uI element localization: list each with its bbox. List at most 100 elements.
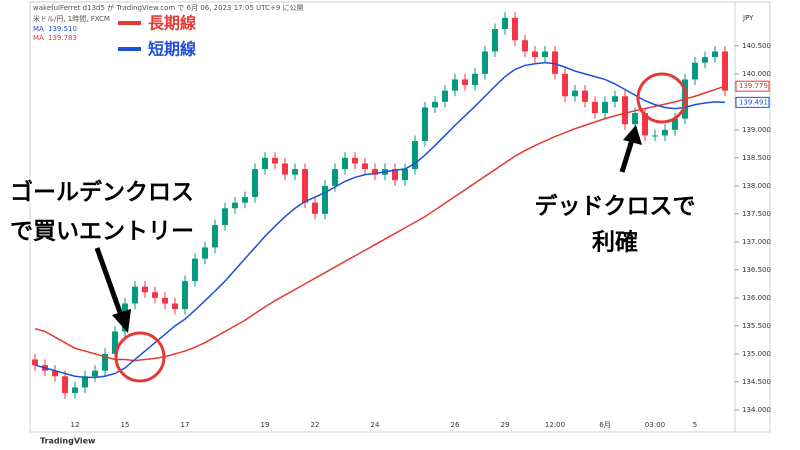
candle-body bbox=[562, 73, 568, 97]
y-tick-label: 136.500 bbox=[742, 266, 771, 274]
candle-body bbox=[532, 51, 538, 58]
candle-body bbox=[442, 90, 448, 102]
candle-body bbox=[422, 107, 428, 142]
x-tick-label: 22 bbox=[311, 421, 320, 429]
x-tick-label: 03:00 bbox=[645, 421, 665, 429]
indicator-name: MA bbox=[33, 34, 44, 42]
candle-body bbox=[462, 79, 468, 86]
candle-body bbox=[362, 163, 368, 170]
symbol-text: 米ドル/円, 1時間, FXCM bbox=[33, 14, 110, 23]
candle-body bbox=[632, 113, 638, 125]
candle-body bbox=[322, 185, 328, 214]
price-tag-box bbox=[735, 80, 770, 92]
y-tick-label: 136.000 bbox=[742, 294, 771, 302]
candle-body bbox=[572, 90, 578, 97]
dead-cross-circle bbox=[636, 72, 688, 124]
candle-body bbox=[502, 17, 508, 30]
arrow bbox=[94, 247, 131, 333]
y-tick-label: 137.000 bbox=[742, 238, 771, 246]
y-tick-label: 135.000 bbox=[742, 350, 771, 358]
annotation: ゴールデンクロス bbox=[10, 179, 194, 206]
candle-body bbox=[392, 169, 398, 181]
candle-body bbox=[102, 353, 108, 371]
candle-body bbox=[712, 51, 718, 58]
legend-label: 長期線 bbox=[148, 14, 196, 33]
ma-line bbox=[34, 85, 726, 362]
price-tag: 139.779 bbox=[739, 82, 768, 90]
candle-body bbox=[352, 157, 358, 164]
candle-body bbox=[552, 51, 558, 74]
footer-logo: TradingView bbox=[40, 437, 96, 446]
candle-body bbox=[152, 292, 158, 298]
candle-body bbox=[372, 169, 378, 175]
candle-body bbox=[242, 197, 248, 203]
y-tick-label: 135.500 bbox=[742, 322, 771, 330]
candle-body bbox=[612, 96, 618, 102]
candle-body bbox=[642, 113, 648, 136]
x-tick-label: 6月 bbox=[599, 421, 610, 429]
candle-body bbox=[702, 57, 708, 63]
candle-body bbox=[542, 51, 548, 58]
annotation: 利確 bbox=[592, 229, 638, 256]
x-tick-label: 12 bbox=[71, 421, 80, 429]
y-tick-label: 140.000 bbox=[742, 70, 771, 78]
candle-body bbox=[212, 225, 218, 248]
candle-body bbox=[332, 169, 338, 186]
candle-body bbox=[432, 101, 438, 108]
candle-body bbox=[192, 258, 198, 282]
legend-label: 短期線 bbox=[148, 40, 196, 59]
candle-body bbox=[72, 387, 78, 394]
candle-body bbox=[522, 40, 528, 52]
candle-body bbox=[602, 101, 608, 114]
y-tick-label: 140.500 bbox=[742, 42, 771, 50]
x-tick-label: 12:00 bbox=[545, 421, 565, 429]
candle-body bbox=[272, 157, 278, 164]
candle-body bbox=[302, 169, 308, 203]
annotation: で買いエントリー bbox=[10, 219, 194, 245]
x-tick-label: 19 bbox=[261, 421, 270, 429]
candle-body bbox=[662, 129, 668, 136]
x-tick-label: 29 bbox=[501, 421, 510, 429]
candle-body bbox=[262, 157, 268, 170]
candle-body bbox=[232, 202, 238, 209]
candle-body bbox=[132, 286, 138, 304]
candle-body bbox=[172, 303, 178, 310]
candle-body bbox=[492, 29, 498, 52]
x-tick-label: 24 bbox=[371, 421, 380, 429]
y-tick-label: 134.000 bbox=[742, 406, 771, 414]
ma-line bbox=[34, 61, 726, 379]
indicator-value: 139.510 bbox=[48, 25, 77, 33]
candle-body bbox=[342, 157, 348, 170]
candle-body bbox=[182, 281, 188, 310]
candle-body bbox=[592, 101, 598, 114]
candle-body bbox=[582, 90, 588, 102]
candle-body bbox=[672, 118, 678, 130]
price-tag: 139.491 bbox=[739, 98, 768, 106]
indicator-name: MA bbox=[33, 25, 44, 33]
y-tick-label: 138.500 bbox=[742, 154, 771, 162]
y-tick-label: 137.500 bbox=[742, 210, 771, 218]
candle-body bbox=[722, 51, 728, 91]
candle-body bbox=[622, 96, 628, 125]
candle-body bbox=[692, 62, 698, 80]
candle-body bbox=[402, 169, 408, 181]
x-tick-label: 26 bbox=[451, 421, 460, 429]
candle-body bbox=[92, 370, 98, 377]
price-tag-box bbox=[735, 96, 770, 108]
candle-body bbox=[452, 79, 458, 91]
candle-body bbox=[652, 135, 658, 137]
candle-body bbox=[82, 376, 88, 388]
candle-body bbox=[222, 208, 228, 226]
candle-body bbox=[162, 297, 168, 304]
y-tick-label: 134.500 bbox=[742, 378, 771, 386]
candle-body bbox=[202, 247, 208, 259]
candle-body bbox=[32, 359, 38, 366]
currency: JPY bbox=[742, 14, 754, 22]
indicator-value: 139.783 bbox=[48, 34, 77, 42]
golden-cross-circle bbox=[114, 331, 166, 383]
candle-body bbox=[412, 141, 418, 170]
candle-body bbox=[112, 331, 118, 354]
published-text: wakefulFerret d13d5 が TradingView.com で … bbox=[33, 3, 304, 12]
candle-body bbox=[472, 73, 478, 86]
